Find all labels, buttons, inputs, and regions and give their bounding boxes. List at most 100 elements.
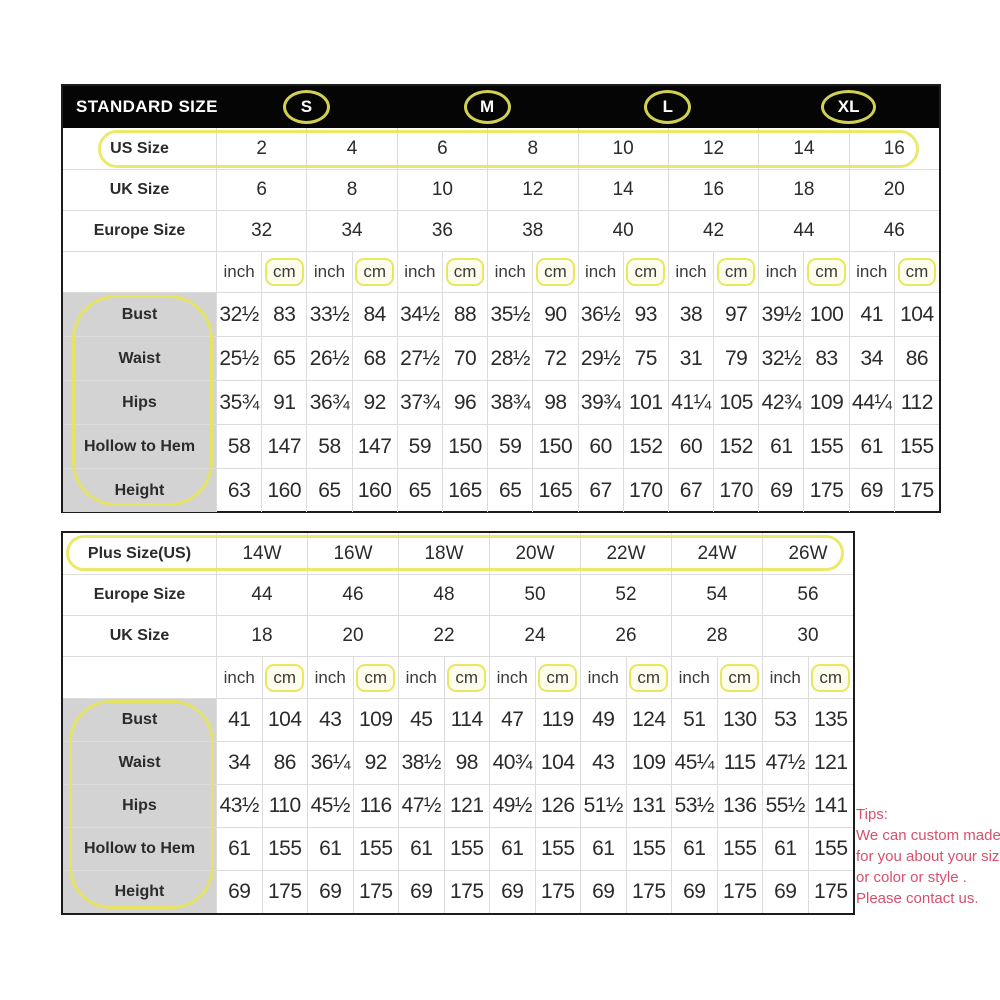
- measure-row-label: Waist: [63, 742, 216, 784]
- size-value: 10: [396, 170, 487, 210]
- size-value: 38: [487, 211, 577, 251]
- measure-value: 45¼: [671, 742, 717, 784]
- size-value: 10: [577, 128, 668, 169]
- unit-cm-label: cm: [803, 252, 848, 292]
- measure-value: 36¼: [307, 742, 353, 784]
- measure-value: 98: [443, 742, 490, 784]
- measure-value: 61: [580, 828, 626, 870]
- measure-value: 116: [352, 785, 399, 827]
- measure-value: 59: [487, 425, 532, 468]
- measure-row-label: Hollow to Hem: [63, 425, 216, 468]
- measure-value: 160: [261, 469, 306, 512]
- measure-value: 175: [716, 871, 763, 913]
- measure-value: 152: [713, 425, 758, 468]
- measure-value: 49½: [489, 785, 535, 827]
- measure-row-label: Bust: [63, 699, 216, 741]
- unit-inch-label: inch: [396, 252, 442, 292]
- measure-value: 37¾: [396, 381, 442, 424]
- measure-value: 28½: [487, 337, 532, 380]
- unit-inch-label: inch: [489, 657, 535, 698]
- size-value: 56: [762, 575, 853, 615]
- measure-value: 39½: [758, 293, 803, 336]
- measure-value: 39¾: [577, 381, 623, 424]
- measure-value: 121: [443, 785, 490, 827]
- measure-row-label: Height: [63, 469, 216, 512]
- size-value: 8: [487, 128, 577, 169]
- plus-size-table: Plus Size(US) 14W 16W 18W 20W 22W 24W 26W Europe…: [61, 531, 855, 915]
- measure-value: 147: [261, 425, 306, 468]
- custom-made-tips-note: Tips: We can custom made for you about y…: [856, 804, 1000, 909]
- measure-value: 34: [216, 742, 262, 784]
- measure-value: 110: [261, 785, 308, 827]
- unit-row: inch cm inch cm inch cm inch cm inch cm inch cm inch…: [63, 656, 853, 698]
- measure-value: 38½: [398, 742, 444, 784]
- size-row-label: Europe Size: [93, 222, 186, 239]
- measure-value: 29½: [577, 337, 623, 380]
- measure-value: 47½: [762, 742, 808, 784]
- measure-value: 175: [261, 871, 308, 913]
- measure-value: 41¼: [667, 381, 713, 424]
- measure-value: 61: [216, 828, 262, 870]
- measure-value: 72: [532, 337, 577, 380]
- size-row-label: US Size: [110, 139, 169, 157]
- measure-value: 160: [351, 469, 397, 512]
- cm-highlight: cm: [807, 258, 846, 286]
- measure-value: 83: [261, 293, 306, 336]
- unit-cm-label: cm: [625, 657, 672, 698]
- unit-cm-label: cm: [622, 252, 668, 292]
- measure-value: 155: [893, 425, 939, 468]
- unit-row-label-empty: [63, 252, 216, 292]
- cm-highlight: cm: [629, 663, 669, 692]
- measure-value: 109: [803, 381, 848, 424]
- size-value: 20W: [489, 533, 580, 574]
- measure-value: 61: [758, 425, 803, 468]
- measure-value: 27½: [396, 337, 442, 380]
- measure-value: 141: [807, 785, 854, 827]
- size-value: 20: [848, 170, 939, 210]
- measure-value: 130: [716, 699, 763, 741]
- measure-value: 155: [443, 828, 490, 870]
- size-value: 46: [307, 575, 398, 615]
- cm-highlight: cm: [897, 258, 937, 286]
- measure-value: 38: [667, 293, 713, 336]
- size-value: 44: [216, 575, 307, 615]
- measure-value: 38¾: [487, 381, 532, 424]
- measure-value: 175: [803, 469, 848, 512]
- measure-value: 155: [261, 828, 308, 870]
- measure-value: 45: [398, 699, 444, 741]
- unit-cm-label: cm: [716, 657, 763, 698]
- size-value: 50: [489, 575, 580, 615]
- measure-value: 61: [762, 828, 808, 870]
- measure-value: 98: [532, 381, 577, 424]
- measure-value: 32½: [758, 337, 803, 380]
- measure-row: Waist 25½ 65 26½ 68 27½ 70 28½ 72 29½ 75 31 79 32½ 83 3…: [63, 336, 939, 380]
- size-value: 18: [758, 170, 848, 210]
- measure-row-label: Hips: [63, 785, 216, 827]
- measure-value: 126: [534, 785, 581, 827]
- measure-value: 90: [532, 293, 577, 336]
- measure-value: 32½: [216, 293, 261, 336]
- unit-inch-label: inch: [398, 657, 444, 698]
- size-badge-l: L: [644, 90, 692, 124]
- unit-cm-label: cm: [261, 252, 306, 292]
- cm-highlight: cm: [447, 663, 487, 692]
- measure-value: 43: [307, 699, 353, 741]
- size-row-label: UK Size: [109, 627, 170, 644]
- cm-highlight: cm: [716, 258, 756, 286]
- size-row: Europe Size 44 46 48 50 52 54 56: [63, 574, 853, 615]
- size-value: 30: [762, 616, 853, 656]
- measure-value: 109: [625, 742, 672, 784]
- measure-value: 65: [261, 337, 306, 380]
- measure-value: 105: [713, 381, 758, 424]
- tips-line: Please contact us.: [856, 890, 979, 907]
- measure-value: 51½: [580, 785, 626, 827]
- size-value: 48: [398, 575, 489, 615]
- size-badge-s: S: [282, 90, 330, 124]
- size-badge-m: M: [463, 90, 511, 124]
- measure-row-label: Bust: [63, 293, 216, 336]
- measure-value: 36½: [577, 293, 623, 336]
- measure-value: 109: [352, 699, 399, 741]
- measure-value: 40¾: [489, 742, 535, 784]
- measure-value: 69: [671, 871, 717, 913]
- measure-value: 155: [352, 828, 399, 870]
